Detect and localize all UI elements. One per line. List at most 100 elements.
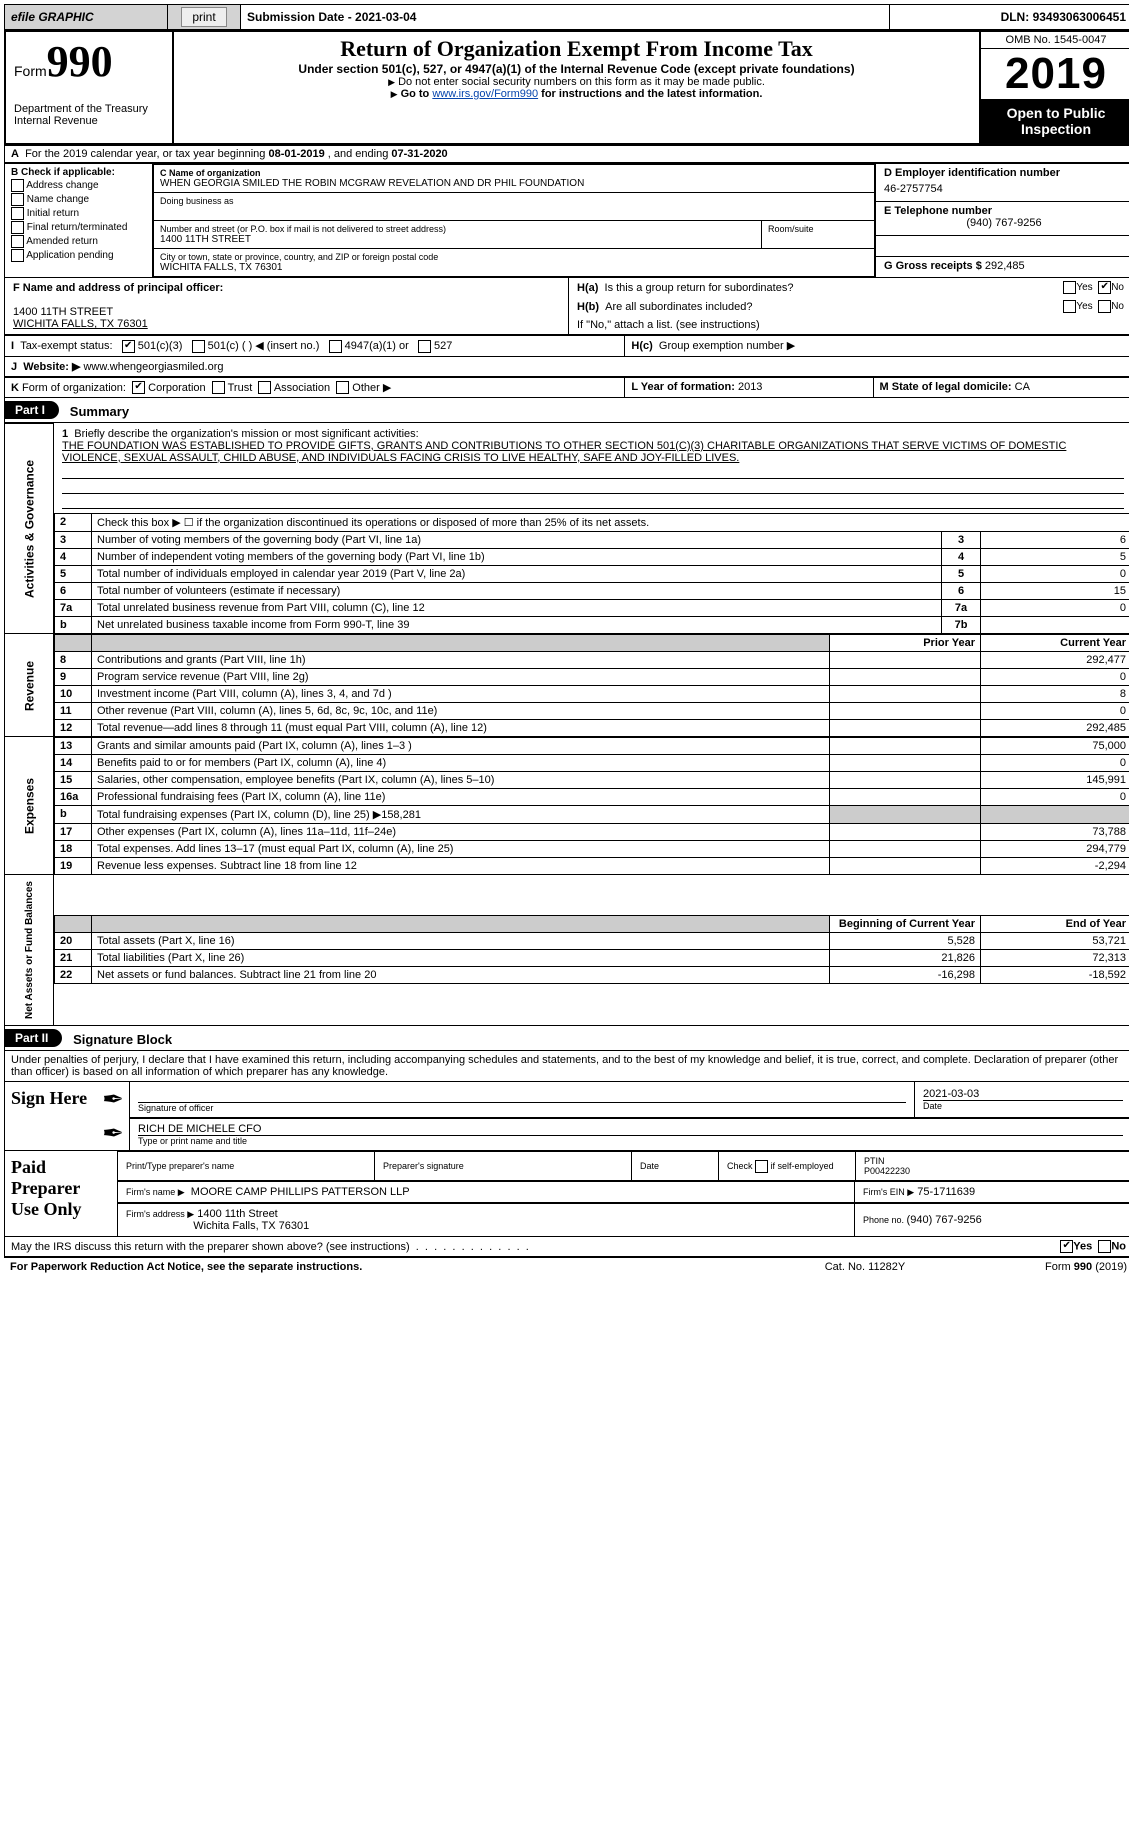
- opt-4947: 4947(a)(1) or: [345, 340, 409, 352]
- ha-no-check[interactable]: ✔: [1098, 281, 1111, 294]
- l-value: 2013: [738, 381, 762, 393]
- paid-h4-post: if self-employed: [771, 1161, 834, 1171]
- rev12-n: 12: [55, 719, 92, 736]
- rev11-t: Other revenue (Part VIII, column (A), li…: [92, 702, 830, 719]
- opt-501c: 501(c) ( ) ◀ (insert no.): [208, 340, 320, 352]
- sign-here-block: Sign Here ✒ Signature of officer 2021-03…: [4, 1082, 1129, 1151]
- section-b-heading: B Check if applicable:: [11, 167, 115, 178]
- chk-501c[interactable]: [192, 340, 205, 353]
- rev11-c: 0: [981, 702, 1129, 719]
- chk-assoc[interactable]: [258, 381, 271, 394]
- firm-addr-label: Firm's address ▶: [126, 1209, 194, 1219]
- discuss-no-check[interactable]: [1098, 1240, 1111, 1253]
- period-mid: , and ending: [325, 148, 392, 160]
- period-begin: 08-01-2019: [268, 148, 324, 160]
- discuss-q: May the IRS discuss this return with the…: [11, 1241, 410, 1253]
- exp14-c: 0: [981, 754, 1129, 771]
- exp19-p: [830, 857, 981, 874]
- dba-label: Doing business as: [160, 196, 868, 206]
- vlabel-netassets: Net Assets or Fund Balances: [5, 875, 54, 1026]
- firm-phone-label: Phone no.: [863, 1215, 907, 1225]
- part-ii-tab: Part II: [5, 1029, 62, 1047]
- chk-final-return[interactable]: [11, 221, 24, 234]
- irs-label: Internal Revenue: [14, 115, 164, 127]
- firm-ein-label: Firm's EIN ▶: [863, 1187, 914, 1197]
- gov-r3-b: 3: [942, 531, 981, 548]
- rev12-p: [830, 719, 981, 736]
- ha-yes-check[interactable]: [1063, 281, 1076, 294]
- m-value: CA: [1015, 381, 1030, 393]
- exp16b-c: [981, 805, 1129, 823]
- hb-yes-check[interactable]: [1063, 300, 1076, 313]
- exp15-c: 145,991: [981, 771, 1129, 788]
- f-label: F Name and address of principal officer:: [13, 282, 223, 294]
- form-header: Form990 Department of the Treasury Inter…: [4, 30, 1129, 145]
- revenue-table: Prior YearCurrent Year 8Contributions an…: [54, 634, 1129, 737]
- part-ii-header: Part II Signature Block: [4, 1026, 1129, 1051]
- rev9-t: Program service revenue (Part VIII, line…: [92, 668, 830, 685]
- note-ssn: Do not enter social security numbers on …: [398, 76, 765, 88]
- chk-4947[interactable]: [329, 340, 342, 353]
- k-l-m-block: K Form of organization: ✔ Corporation Tr…: [4, 377, 1129, 399]
- street-label: Number and street (or P.O. box if mail i…: [160, 224, 755, 234]
- officer-name: RICH DE MICHELE CFO: [138, 1123, 1123, 1135]
- note-goto-pre: Go to: [401, 88, 433, 100]
- exp15-n: 15: [55, 771, 92, 788]
- chk-corp[interactable]: ✔: [132, 381, 145, 394]
- website: www.whengeorgiasmiled.org: [83, 361, 223, 373]
- firm-ein: 75-1711639: [917, 1186, 975, 1198]
- form-title: Return of Organization Exempt From Incom…: [182, 36, 971, 62]
- paid-label: Paid Preparer Use Only: [5, 1151, 118, 1237]
- gov-r5-b: 5: [942, 565, 981, 582]
- tax-year: 2019: [981, 49, 1129, 99]
- lbl-initial-return: Initial return: [27, 208, 79, 219]
- chk-501c3[interactable]: ✔: [122, 340, 135, 353]
- irs-link[interactable]: www.irs.gov/Form990: [432, 88, 538, 100]
- chk-trust[interactable]: [212, 381, 225, 394]
- j-label: Website: ▶: [23, 361, 80, 373]
- footer-catno: Cat. No. 11282Y: [769, 1258, 961, 1276]
- rev11-n: 11: [55, 702, 92, 719]
- print-button[interactable]: print: [181, 7, 226, 27]
- f-line1: 1400 11TH STREET: [13, 306, 560, 318]
- paid-h4-pre: Check: [727, 1161, 753, 1171]
- chk-self-employed[interactable]: [755, 1160, 768, 1173]
- submission-label: Submission Date -: [247, 10, 355, 24]
- room-label: Room/suite: [768, 224, 868, 234]
- city-value: WICHITA FALLS, TX 76301: [160, 262, 868, 273]
- lbl-address-change: Address change: [26, 180, 98, 191]
- chk-address-change[interactable]: [11, 179, 24, 192]
- gov-r3-n: 3: [55, 531, 92, 548]
- sign-here-label: Sign Here: [5, 1082, 98, 1151]
- lbl-amended-return: Amended return: [26, 236, 98, 247]
- note-goto-post: for instructions and the latest informat…: [538, 88, 762, 100]
- part-i-header: Part I Summary: [4, 398, 1129, 423]
- discuss-yes-check[interactable]: ✔: [1060, 1240, 1073, 1253]
- part-i-title: Summary: [62, 404, 129, 419]
- discuss-yes-label: Yes: [1073, 1241, 1092, 1253]
- gov-r7a-n: 7a: [55, 599, 92, 616]
- chk-initial-return[interactable]: [11, 207, 24, 220]
- summary-body: Activities & Governance 1 Briefly descri…: [4, 423, 1129, 1026]
- chk-other[interactable]: [336, 381, 349, 394]
- gov-r3-t: Number of voting members of the governin…: [92, 531, 942, 548]
- gov-r6-n: 6: [55, 582, 92, 599]
- chk-application-pending[interactable]: [11, 249, 24, 262]
- mission-num: 1: [62, 428, 68, 440]
- exp18-p: [830, 840, 981, 857]
- firm-phone: (940) 767-9256: [907, 1214, 982, 1226]
- city-label: City or town, state or province, country…: [160, 252, 868, 262]
- hb-no-check[interactable]: [1098, 300, 1111, 313]
- ha-yes-label: Yes: [1076, 282, 1092, 293]
- page-footer: For Paperwork Reduction Act Notice, see …: [4, 1258, 1129, 1276]
- footer-left: For Paperwork Reduction Act Notice, see …: [10, 1261, 362, 1273]
- chk-amended-return[interactable]: [11, 235, 24, 248]
- street-value: 1400 11TH STREET: [160, 234, 755, 245]
- chk-name-change[interactable]: [11, 193, 24, 206]
- chk-527[interactable]: [418, 340, 431, 353]
- hb-pre: H(b): [577, 301, 599, 313]
- gov-r7a-b: 7a: [942, 599, 981, 616]
- exp13-p: [830, 737, 981, 754]
- rev10-n: 10: [55, 685, 92, 702]
- hb-no-label: No: [1111, 301, 1124, 312]
